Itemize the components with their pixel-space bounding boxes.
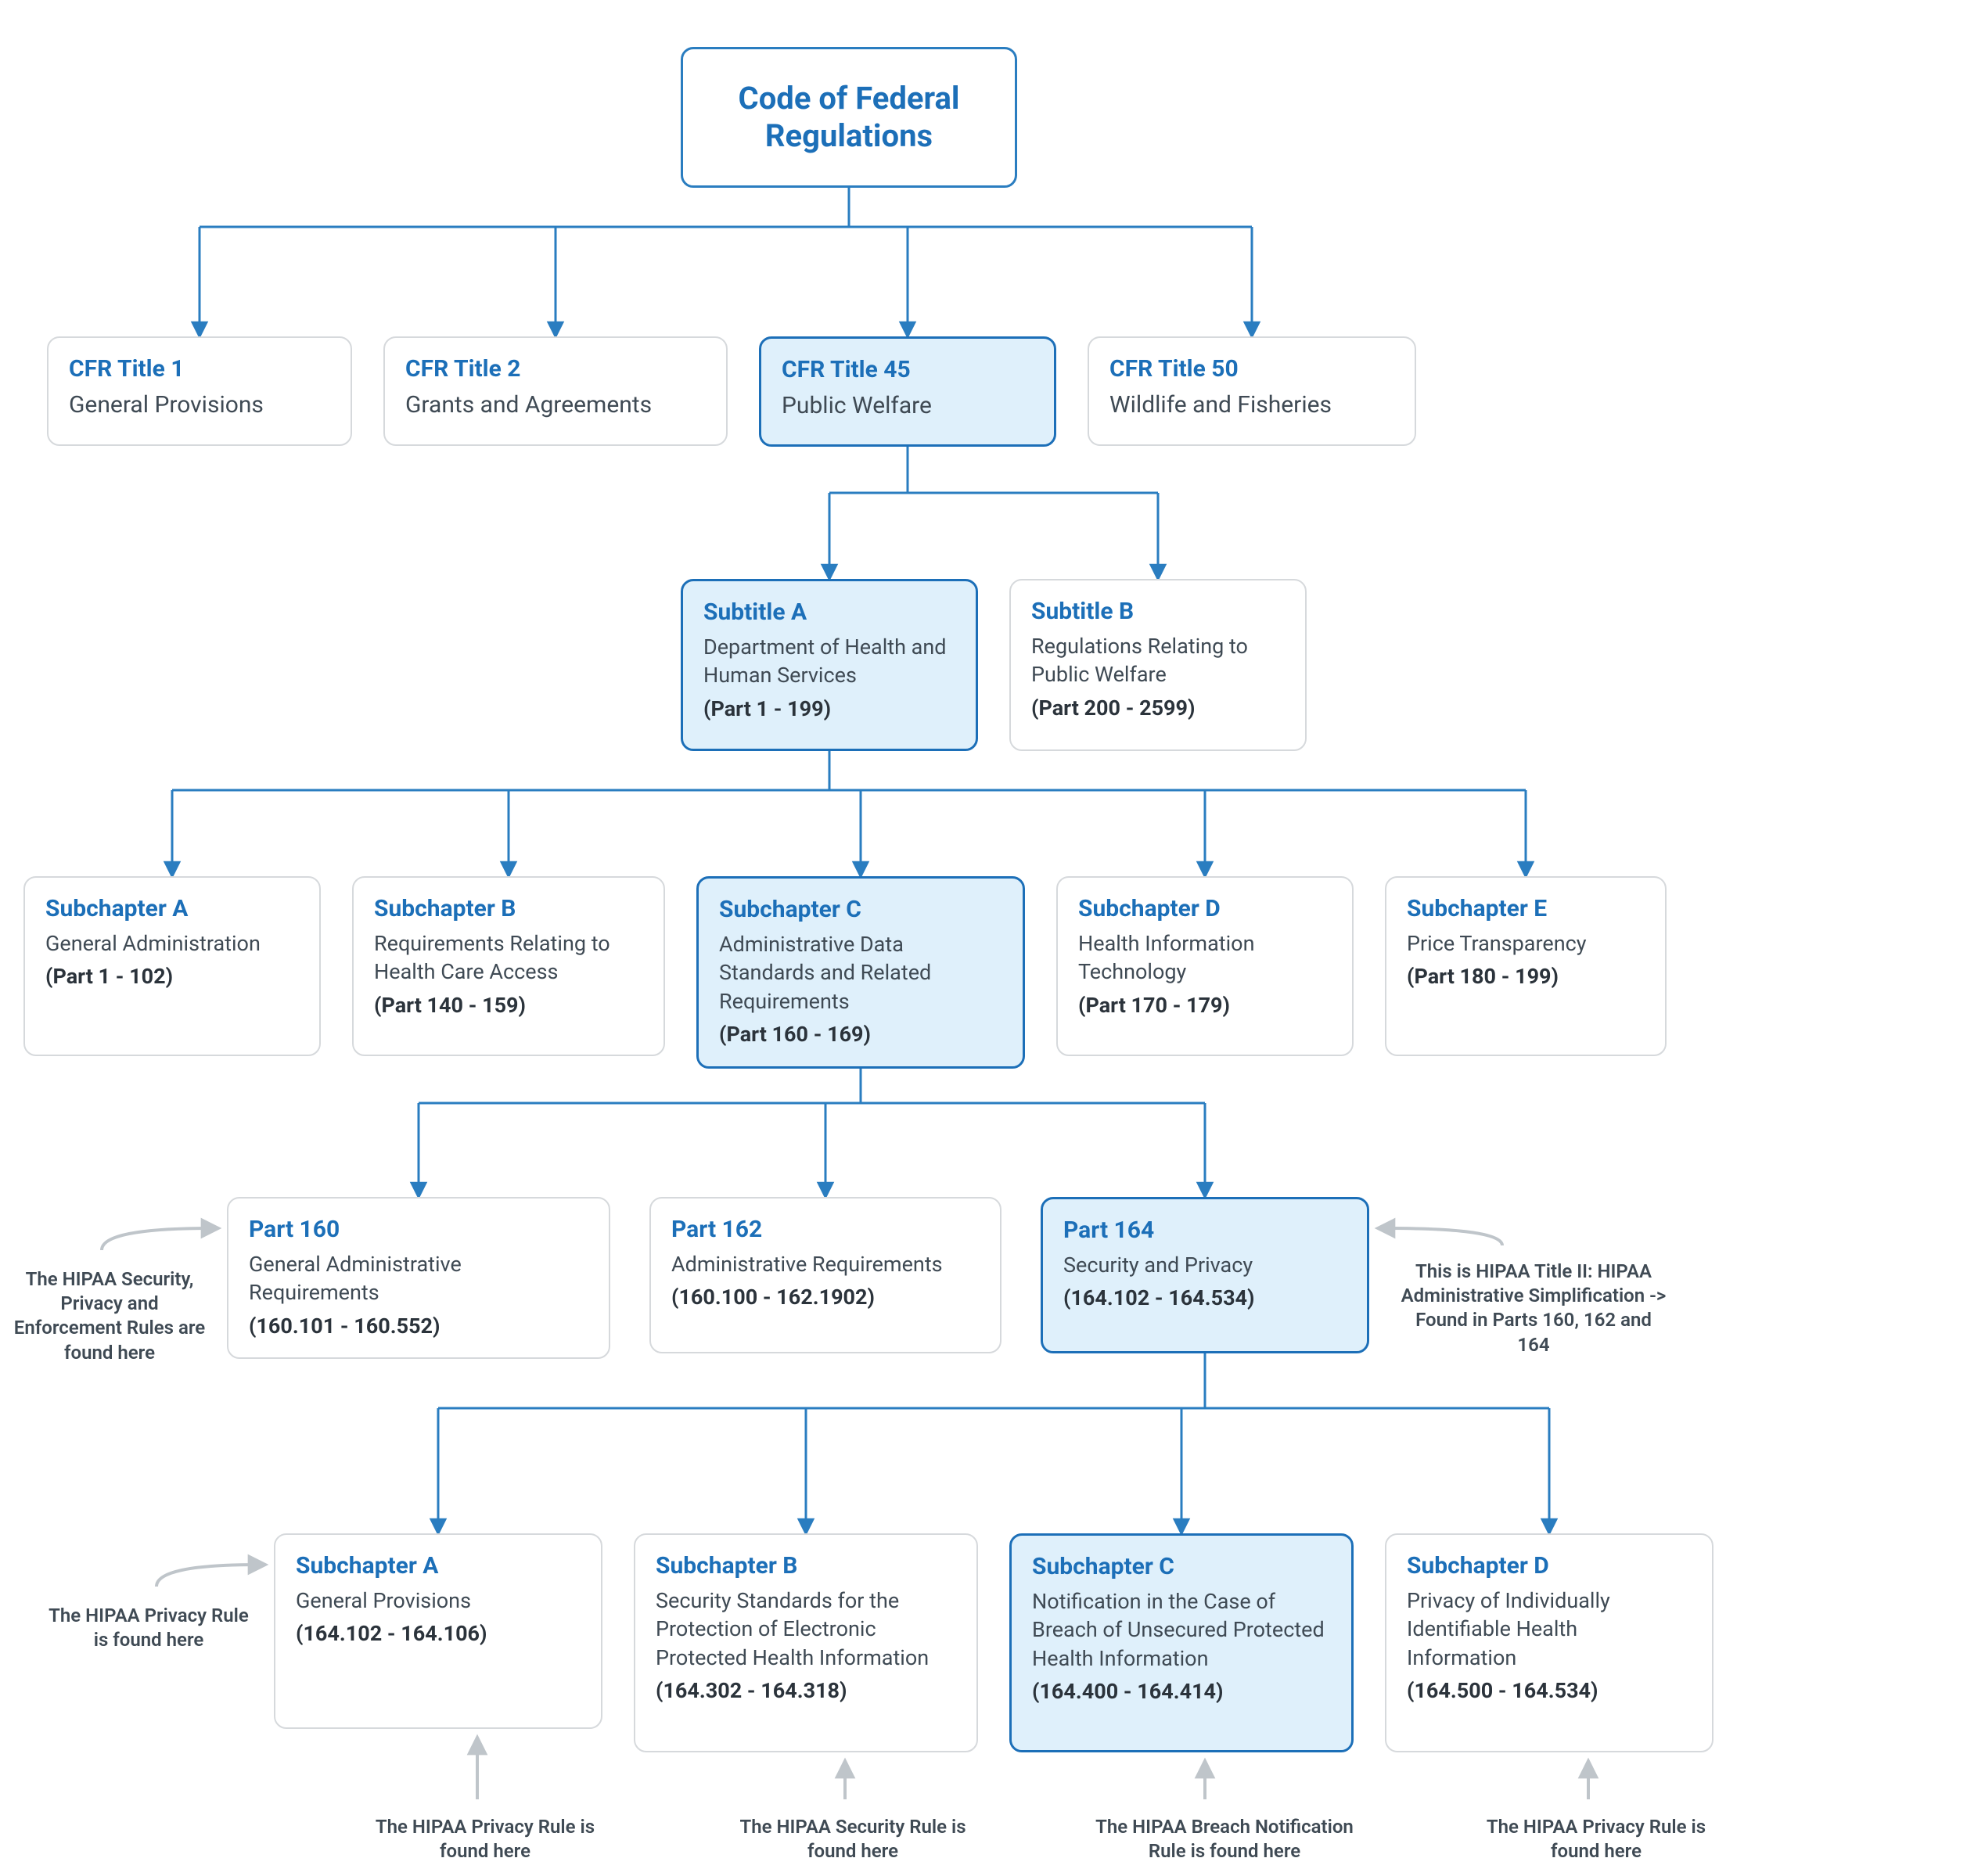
- node-desc: General Provisions: [296, 1587, 581, 1615]
- annotation: The HIPAA Privacy Rule is found here: [1479, 1815, 1713, 1863]
- node-title: Subtitle A: [703, 598, 955, 627]
- node-desc: Administrative Requirements: [671, 1250, 980, 1278]
- node-title: Subchapter D: [1078, 895, 1332, 923]
- annotation: This is HIPAA Title II: HIPAA Administra…: [1401, 1260, 1667, 1357]
- node-title: Subchapter B: [374, 895, 643, 923]
- node-title: CFR Title 45: [782, 356, 1034, 384]
- node-title: CFR Title 50: [1109, 355, 1394, 383]
- node-t45: CFR Title 45 Public Welfare: [759, 336, 1056, 447]
- node-parts: (160.101 - 160.552): [249, 1312, 588, 1340]
- node-parts: (164.500 - 164.534): [1407, 1677, 1692, 1705]
- node-parts: (164.400 - 164.414): [1032, 1677, 1331, 1705]
- node-desc: Security Standards for the Protection of…: [656, 1587, 956, 1672]
- node-title: Subchapter D: [1407, 1552, 1692, 1580]
- node-fA: Subchapter A General Provisions (164.102 -…: [274, 1533, 602, 1729]
- node-parts: (160.100 - 162.1902): [671, 1283, 980, 1311]
- node-schC: Subchapter C Administrative Data Standard…: [696, 876, 1025, 1069]
- node-title: Part 162: [671, 1216, 980, 1244]
- node-desc: Administrative Data Standards and Relate…: [719, 930, 1002, 1015]
- node-title: Subchapter C: [1032, 1553, 1331, 1581]
- node-p164: Part 164 Security and Privacy (164.102 - 1…: [1041, 1197, 1369, 1353]
- node-parts: (Part 1 - 199): [703, 695, 955, 723]
- node-desc: General Provisions: [69, 390, 330, 422]
- annotation: The HIPAA Privacy Rule is found here: [368, 1815, 602, 1863]
- node-desc: Public Welfare: [782, 390, 1034, 422]
- node-desc: General Administrative Requirements: [249, 1250, 588, 1307]
- node-schA: Subchapter A General Administration (Part …: [23, 876, 321, 1056]
- node-title: CFR Title 2: [405, 355, 706, 383]
- node-parts: (164.102 - 164.534): [1063, 1284, 1347, 1312]
- node-t2: CFR Title 2 Grants and Agreements: [383, 336, 728, 446]
- node-desc: Security and Privacy: [1063, 1251, 1347, 1279]
- node-title: Subchapter A: [45, 895, 299, 923]
- node-parts: (Part 1 - 102): [45, 962, 299, 990]
- node-desc: Requirements Relating to Health Care Acc…: [374, 929, 643, 987]
- diagram-canvas: Code of Federal Regulations CFR Title 1 Ge…: [0, 0, 1967, 1876]
- node-desc: Privacy of Individually Identifiable Hea…: [1407, 1587, 1692, 1672]
- node-title: Code of Federal Regulations: [703, 80, 994, 155]
- node-parts: (Part 160 - 169): [719, 1020, 1002, 1048]
- node-title: Subchapter B: [656, 1552, 956, 1580]
- node-parts: (Part 180 - 199): [1407, 962, 1645, 990]
- node-schB: Subchapter B Requirements Relating to Hea…: [352, 876, 665, 1056]
- node-desc: Regulations Relating to Public Welfare: [1031, 632, 1285, 689]
- node-desc: Department of Health and Human Services: [703, 633, 955, 690]
- node-title: Subchapter A: [296, 1552, 581, 1580]
- annotation: The HIPAA Security, Privacy and Enforcem…: [8, 1267, 211, 1365]
- node-fB: Subchapter B Security Standards for the P…: [634, 1533, 978, 1752]
- node-title: Subchapter C: [719, 896, 1002, 924]
- annotation: The HIPAA Security Rule is found here: [735, 1815, 970, 1863]
- node-title: CFR Title 1: [69, 355, 330, 383]
- node-desc: Health Information Technology: [1078, 929, 1332, 987]
- node-p160: Part 160 General Administrative Requireme…: [227, 1197, 610, 1359]
- node-title: Part 164: [1063, 1217, 1347, 1245]
- node-subA: Subtitle A Department of Health and Human…: [681, 579, 978, 751]
- node-desc: General Administration: [45, 929, 299, 958]
- node-title: Part 160: [249, 1216, 588, 1244]
- node-title: Subtitle B: [1031, 598, 1285, 626]
- node-parts: (164.102 - 164.106): [296, 1619, 581, 1648]
- node-parts: (Part 140 - 159): [374, 991, 643, 1019]
- node-schD: Subchapter D Health Information Technolog…: [1056, 876, 1354, 1056]
- node-fC: Subchapter C Notification in the Case of …: [1009, 1533, 1354, 1752]
- node-t50: CFR Title 50 Wildlife and Fisheries: [1088, 336, 1416, 446]
- node-p162: Part 162 Administrative Requirements (160.…: [649, 1197, 1001, 1353]
- node-schE: Subchapter E Price Transparency (Part 180 …: [1385, 876, 1667, 1056]
- node-desc: Grants and Agreements: [405, 390, 706, 422]
- node-parts: (Part 170 - 179): [1078, 991, 1332, 1019]
- node-root: Code of Federal Regulations: [681, 47, 1017, 188]
- annotation: The HIPAA Privacy Rule is found here: [47, 1604, 250, 1652]
- node-desc: Notification in the Case of Breach of Un…: [1032, 1587, 1331, 1673]
- node-t1: CFR Title 1 General Provisions: [47, 336, 352, 446]
- node-desc: Wildlife and Fisheries: [1109, 390, 1394, 422]
- node-subB: Subtitle B Regulations Relating to Public…: [1009, 579, 1307, 751]
- node-fD: Subchapter D Privacy of Individually Iden…: [1385, 1533, 1713, 1752]
- node-title: Subchapter E: [1407, 895, 1645, 923]
- annotation: The HIPAA Breach Notification Rule is fo…: [1080, 1815, 1369, 1863]
- node-parts: (Part 200 - 2599): [1031, 694, 1285, 722]
- node-parts: (164.302 - 164.318): [656, 1677, 956, 1705]
- node-desc: Price Transparency: [1407, 929, 1645, 958]
